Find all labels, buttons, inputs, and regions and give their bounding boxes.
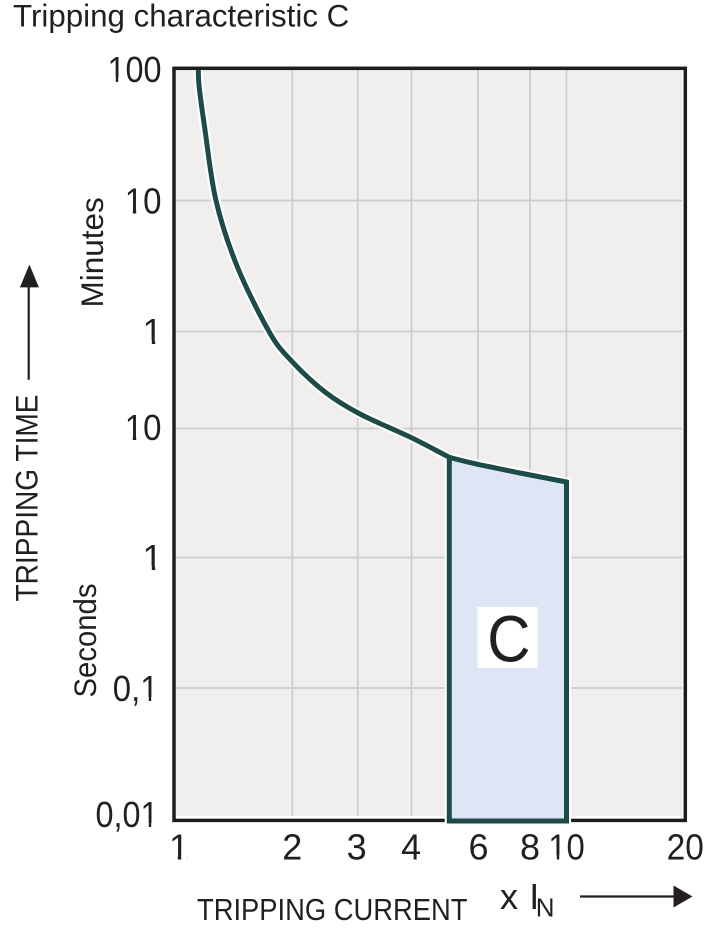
svg-text:10: 10: [548, 827, 585, 868]
svg-text:TRIPPING CURRENT: TRIPPING CURRENT: [197, 892, 468, 927]
svg-text:1: 1: [169, 827, 189, 868]
svg-text:10: 10: [125, 407, 162, 448]
svg-text:8: 8: [520, 827, 540, 868]
svg-text:0,01: 0,01: [96, 794, 159, 835]
svg-text:6: 6: [468, 827, 488, 868]
svg-text:20: 20: [667, 827, 704, 868]
svg-text:Seconds: Seconds: [67, 584, 103, 698]
svg-text:3: 3: [347, 827, 367, 868]
svg-text:1: 1: [142, 537, 162, 578]
svg-text:x: x: [500, 876, 518, 917]
svg-text:I: I: [529, 876, 539, 917]
svg-text:Tripping characteristic C: Tripping characteristic C: [13, 0, 349, 33]
svg-text:C: C: [487, 602, 530, 676]
svg-text:10: 10: [125, 181, 162, 222]
svg-text:0,1: 0,1: [113, 668, 159, 709]
svg-text:Minutes: Minutes: [74, 197, 110, 307]
svg-text:1: 1: [142, 311, 162, 352]
svg-text:N: N: [536, 893, 555, 923]
svg-text:4: 4: [401, 827, 421, 868]
svg-text:TRIPPING TIME: TRIPPING TIME: [8, 395, 44, 602]
svg-text:2: 2: [282, 827, 302, 868]
svg-text:100: 100: [108, 49, 162, 90]
